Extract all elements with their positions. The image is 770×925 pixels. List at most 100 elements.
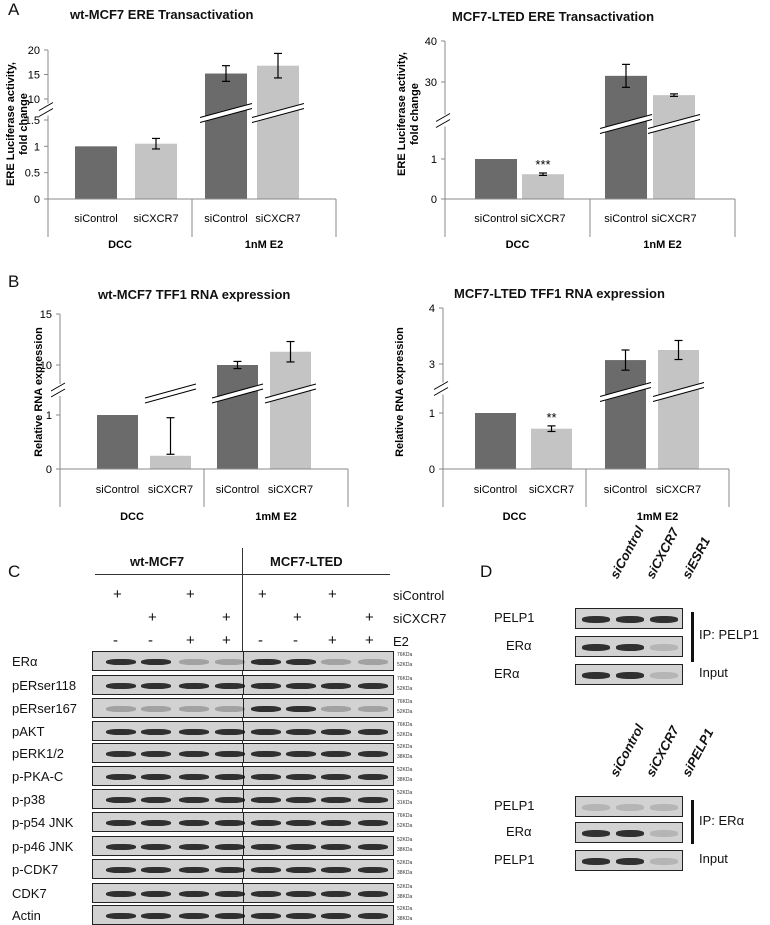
- bar: [658, 350, 699, 469]
- coip-column-label: siPELP1: [678, 726, 717, 779]
- blot-band: [321, 729, 351, 735]
- coip-strip: [575, 608, 683, 629]
- y-tick-label: 3: [429, 359, 435, 371]
- bar-break-line: [647, 119, 701, 134]
- condition-mark: -: [258, 632, 263, 649]
- group-label: DCC: [120, 511, 144, 523]
- chart-wt-mcf7-ere: siControl siCXCR7 siControl siCXCR7 0 0.5 1 1.5…: [5, 45, 337, 251]
- coip-band: [650, 830, 678, 837]
- group-label: DCC: [506, 239, 530, 251]
- kda-marker: 38KDa: [397, 916, 413, 922]
- condition-mark: +: [222, 609, 231, 626]
- blot-strip: [92, 675, 394, 695]
- bar: [217, 365, 258, 469]
- coip-band: [616, 616, 644, 623]
- blot-band: [106, 706, 136, 712]
- blot-band: [141, 659, 171, 665]
- blot-band: [141, 913, 171, 919]
- kda-marker: 38KDa: [397, 870, 413, 876]
- blot-band: [141, 820, 171, 826]
- bar-break-line: [251, 103, 305, 118]
- bar-break-gap: [254, 103, 302, 123]
- condition-label: E2: [393, 634, 409, 649]
- input-label: Input: [699, 851, 728, 866]
- blot-band: [321, 751, 351, 757]
- y-tick-label: 0: [431, 194, 437, 206]
- blot-band: [286, 820, 316, 826]
- y-tick-label: 40: [425, 36, 437, 48]
- y-tick-label: 10: [40, 360, 52, 372]
- coip-band: [650, 858, 678, 865]
- bar: [605, 75, 647, 199]
- blot-band: [358, 913, 388, 919]
- blot-band: [141, 844, 171, 850]
- blot-band: [358, 683, 388, 689]
- blot-band: [251, 913, 281, 919]
- bar-break-gap: [147, 384, 194, 403]
- y-axis-break-mark: [433, 387, 449, 396]
- bar-break-line: [652, 387, 705, 402]
- blot-band: [215, 729, 245, 735]
- blot-band: [215, 751, 245, 757]
- coip-band: [582, 672, 610, 679]
- bar-break-line: [264, 388, 317, 404]
- blot-band: [251, 683, 281, 689]
- x-tick-label: siControl: [204, 213, 247, 225]
- coip-row-label: PELP1: [494, 610, 535, 625]
- blot-band: [106, 683, 136, 689]
- blot-band: [358, 659, 388, 665]
- blot-strip: [92, 698, 394, 718]
- western-blot-panel-c: wt-MCF7 MCF7-LTED + + + + siControl + + + + siCXCR7…: [0, 548, 480, 925]
- condition-mark: +: [258, 586, 267, 603]
- x-tick-label: siCXCR7: [520, 213, 565, 225]
- y-tick-label: 0: [34, 194, 40, 206]
- bar: [150, 455, 191, 469]
- blot-band: [215, 774, 245, 780]
- condition-mark: -: [148, 632, 153, 649]
- bar: [135, 143, 177, 199]
- blot-row-label: pERser118: [12, 678, 77, 693]
- coip-row-label: PELP1: [494, 852, 535, 867]
- blot-band: [358, 706, 388, 712]
- bar-break-gap: [267, 384, 314, 403]
- x-tick-label: siControl: [96, 484, 139, 496]
- blot-band: [321, 867, 351, 873]
- blot-row-label: pERser167: [12, 701, 78, 716]
- blot-strip: [92, 651, 394, 671]
- blot-band: [251, 729, 281, 735]
- coip-row-label: ERα: [506, 824, 532, 839]
- y-axis-break-mark: [433, 381, 449, 390]
- coip-strip: [575, 796, 683, 817]
- bar-break-line: [211, 388, 264, 404]
- y-axis-break-mark: [50, 388, 66, 398]
- x-tick-label: siCXCR7: [255, 213, 300, 225]
- kda-marker: 52KDa: [397, 884, 413, 890]
- blot-band: [215, 913, 245, 919]
- chart-lted-ere: siControl***siCXCR7 siControl siCXCR701304…: [396, 36, 736, 251]
- blot-band: [321, 774, 351, 780]
- blot-band: [286, 891, 316, 897]
- condition-mark: +: [113, 586, 122, 603]
- condition-mark: +: [222, 632, 231, 649]
- blot-band: [251, 706, 281, 712]
- blot-band: [215, 706, 245, 712]
- bar-break-line: [199, 108, 253, 123]
- blot-band: [141, 683, 171, 689]
- blot-band: [106, 729, 136, 735]
- y-tick-label: 0.5: [25, 168, 40, 180]
- bar-break-gap: [214, 384, 261, 403]
- x-tick-label: siControl: [474, 213, 517, 225]
- blot-band: [358, 751, 388, 757]
- input-label: Input: [699, 665, 728, 680]
- blot-strip: [92, 836, 394, 856]
- bar: [97, 415, 138, 469]
- coip-strip: [575, 664, 683, 685]
- chart-lted-tff1: siControl ** siCXCR7 siControl siCXCR7 0 1 3 4 DC…: [394, 303, 730, 523]
- kda-marker: 76KDa: [397, 676, 413, 682]
- blot-band: [141, 774, 171, 780]
- coip-strip: [575, 850, 683, 871]
- blot-band: [358, 891, 388, 897]
- coip-strip: [575, 636, 683, 657]
- x-tick-label: siControl: [474, 484, 517, 496]
- blot-band: [358, 797, 388, 803]
